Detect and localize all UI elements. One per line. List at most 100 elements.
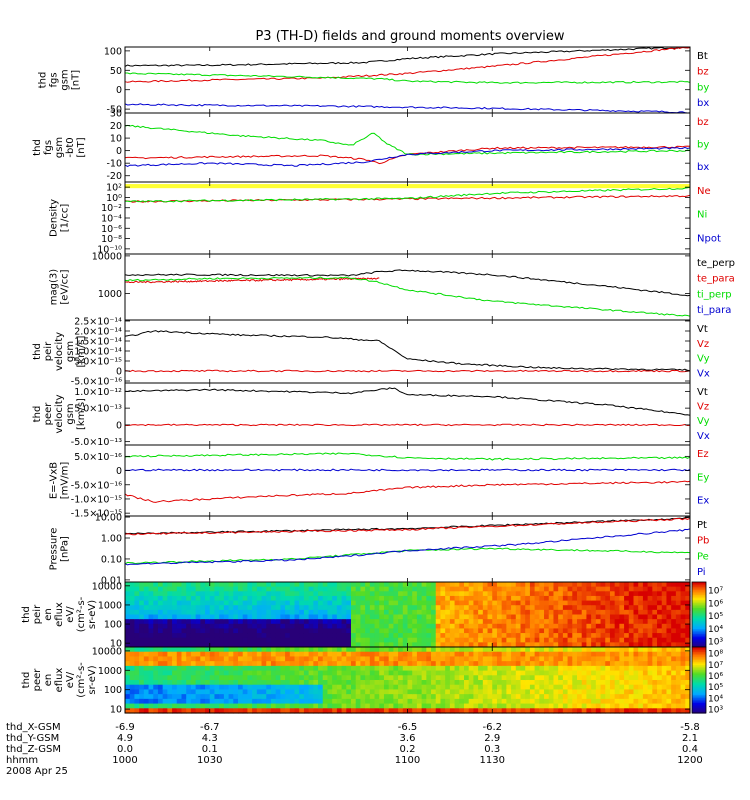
spectrogram-cell [336,689,343,695]
spectrogram-cell [355,633,362,639]
spectrogram-cell [167,595,173,602]
spectrogram-cell [515,614,522,620]
spectrogram-cell [223,656,230,662]
spectrogram-cell [657,609,663,616]
spectrogram-cell [591,661,597,667]
spectrogram-cell [129,605,136,611]
spectrogram-cell [153,637,159,643]
spectrogram-cell [407,694,413,700]
spectrogram-cell [671,651,677,658]
spectrogram-cell [445,684,451,691]
spectrogram-cell [379,694,385,700]
spectrogram-cell [506,656,512,662]
spectrogram-cell [647,703,653,709]
spectrogram-cell [186,656,192,662]
spectrogram-cell [416,628,423,634]
spectrogram-cell [374,680,380,686]
spectrogram-cell [134,708,140,714]
spectrogram-cell [355,684,362,691]
spectrogram-cell [600,675,606,681]
spectrogram-cell [440,582,446,588]
spectrogram-cell [586,591,592,597]
spectrogram-cell [322,698,329,705]
spectrogram-cell [365,633,371,639]
spectrogram-cell [247,637,253,643]
spectrogram-cell [289,675,296,681]
spectrogram-cell [219,628,225,634]
spectrogram-cell [205,614,211,620]
spectrogram-cell [431,642,437,648]
spectrogram-cell [285,600,291,606]
spectrogram-cell [238,614,244,620]
spectrogram-cell [402,637,409,643]
spectrogram-cell [139,586,145,592]
spectrogram-cell [308,675,314,681]
spectrogram-cell [614,595,620,602]
spectrogram-cell [416,591,423,597]
spectrogram-cell [586,698,592,705]
spectrogram-cell [642,694,649,700]
spectrogram-cell [553,642,559,648]
spectrogram-cell [680,605,686,611]
spectrogram-cell [600,684,606,691]
spectrogram-cell [478,651,484,658]
spectrogram-cell [303,708,310,714]
spectrogram-cell [487,698,493,705]
spectrogram-cell [572,614,578,620]
spectrogram-cell [558,605,564,611]
spectrogram-cell [435,708,442,714]
spectrogram-cell [233,582,239,588]
spectrogram-cell [143,637,150,643]
spectrogram-cell [449,689,456,695]
spectrogram-cell [247,647,253,653]
spectrogram-cell [247,628,253,634]
spectrogram-cell [129,595,136,602]
spectrogram-cell [515,595,522,602]
spectrogram-cell [506,591,512,597]
spectrogram-cell [572,633,578,639]
colorbar-step [692,656,706,660]
spectrogram-cell [275,708,281,714]
spectrogram-cell [628,619,635,625]
spectrogram-cell [346,623,352,630]
spectrogram-cell [553,661,559,667]
spectrogram-cell [388,689,394,695]
spectrogram-cell [464,670,470,676]
x-row-value: 1100 [395,755,420,766]
spectrogram-cell [214,600,220,606]
spectrogram-cell [374,642,380,648]
spectrogram-cell [266,605,272,611]
spectrogram-cell [374,586,380,592]
spectrogram-cell [496,665,503,672]
colorbar-step [692,647,706,650]
series-bx [124,146,691,167]
spectrogram-cell [205,670,211,676]
spectrogram-cell [421,698,427,705]
legend-ti_perp: ti_perp [697,289,732,300]
spectrogram-cell [407,708,413,714]
spectrogram-cell [252,651,258,658]
spectrogram-cell [369,582,376,588]
spectrogram-cell [332,680,338,686]
spectrogram-cell [303,586,310,592]
spectrogram-cell [501,609,507,616]
spectrogram-cell [285,628,291,634]
spectrogram-cell [638,609,644,616]
spectrogram-cell [143,595,150,602]
spectrogram-cell [534,637,540,643]
spectrogram-cell [247,623,253,630]
spectrogram-cell [534,684,540,691]
colorbar-step [692,640,706,643]
spectrogram-cell [685,684,691,691]
spectrogram-cell [369,689,376,695]
spectrogram-cell [435,605,442,611]
spectrogram-cell [525,637,531,643]
spectrogram-cell [219,647,225,653]
spectrogram-cell [275,614,281,620]
spectrogram-cell [327,684,333,691]
spectrogram-cell [671,698,677,705]
spectrogram-cell [157,600,164,606]
spectrogram-cell [219,689,225,695]
spectrogram-cell [506,684,512,691]
